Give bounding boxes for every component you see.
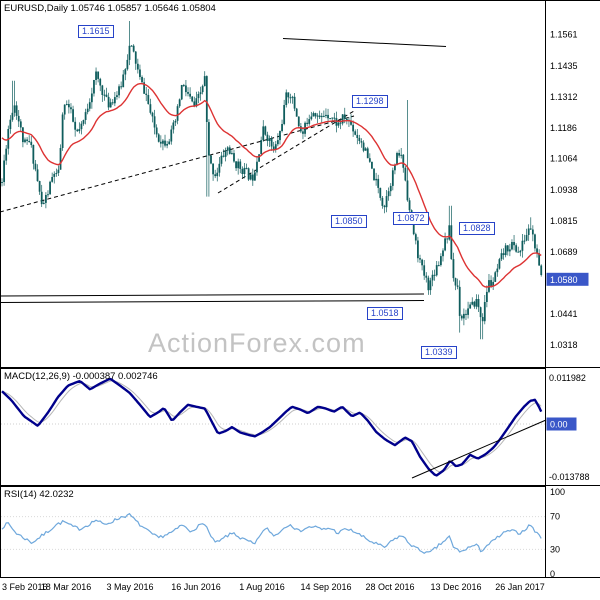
current-price-tag-label: 1.0580 <box>550 275 578 285</box>
rsi-axis-label: 30 <box>550 544 560 554</box>
x-axis: 3 Feb 2016 18 Mar 2016 3 May 2016 16 Jun 20… <box>0 579 600 600</box>
dashed-trendline <box>0 115 355 213</box>
macd-pane-canvas: 0.011982 -0.013788 0.00 <box>0 368 600 486</box>
rsi-line <box>1 512 542 555</box>
trendlines <box>0 38 447 303</box>
x-axis-date-label: 1 Aug 2016 <box>239 582 285 592</box>
x-axis-date-label: 14 Sep 2016 <box>300 582 352 592</box>
x-axis-date-label: 3 May 2016 <box>106 582 154 592</box>
solid-trendline <box>282 38 447 47</box>
x-axis-date-label: 26 Jan 2017 <box>495 582 545 592</box>
current-price-tag <box>546 272 589 286</box>
macd-pane-border <box>0 368 546 486</box>
x-axis-date-label: 13 Dec 2016 <box>430 582 482 592</box>
x-axis-date-label: 16 Jun 2016 <box>171 582 221 592</box>
y-axis-tick-label: 1.0689 <box>550 247 578 257</box>
price-pane-title: EURUSD,Daily 1.05746 1.05857 1.05646 1.0… <box>4 3 216 14</box>
macd-zero-tag <box>546 417 577 431</box>
rsi-pane-border <box>0 486 546 578</box>
y-axis-tick-label: 1.1064 <box>550 154 578 164</box>
watermark: ActionForex.com <box>148 328 366 358</box>
macd-axis-label: 0.011982 <box>549 373 586 383</box>
solid-trendline <box>0 300 425 303</box>
x-axis-date-label: 28 Oct 2016 <box>365 582 415 592</box>
macd-axis-label: -0.013788 <box>549 472 590 482</box>
dashed-trendline <box>217 110 355 194</box>
y-axis-tick-label: 1.1186 <box>550 123 577 133</box>
macd-signal-line <box>1 380 542 473</box>
macd-pane-title: MACD(12,26,9) -0.000387 0.002746 <box>4 371 158 382</box>
y-axis-tick-label: 1.1312 <box>550 92 578 102</box>
candlestick-series <box>1 21 543 340</box>
price-pane-border <box>0 0 546 368</box>
rsi-axis-label: 0 <box>550 569 555 578</box>
y-axis-tick-label: 1.0441 <box>550 309 578 319</box>
price-pane-canvas: 1.1561 1.1435 1.1312 1.1186 1.1064 1.0938 1.08… <box>0 0 600 368</box>
macd-trendline <box>411 419 547 479</box>
macd-zero-tag-label: 0.00 <box>550 420 568 430</box>
x-axis-date-label: 18 Mar 2016 <box>40 582 92 592</box>
y-axis-tick-label: 1.0938 <box>550 185 578 195</box>
x-axis-date-label: 3 Feb 2016 <box>2 582 48 592</box>
y-axis-tick-label: 1.1561 <box>550 30 578 40</box>
moving-average-line <box>1 82 542 288</box>
y-axis-tick-label: 1.0815 <box>550 216 578 226</box>
rsi-pane-canvas: 100 70 30 0 <box>0 486 600 578</box>
macd-main-line <box>1 377 543 477</box>
y-axis-tick-label: 1.0318 <box>550 340 578 350</box>
rsi-axis-label: 100 <box>550 487 565 497</box>
y-axis-tick-label: 1.1435 <box>550 61 578 71</box>
rsi-axis-label: 70 <box>550 512 560 522</box>
solid-trendline <box>0 293 425 297</box>
rsi-pane-title: RSI(14) 42.0232 <box>4 489 74 500</box>
